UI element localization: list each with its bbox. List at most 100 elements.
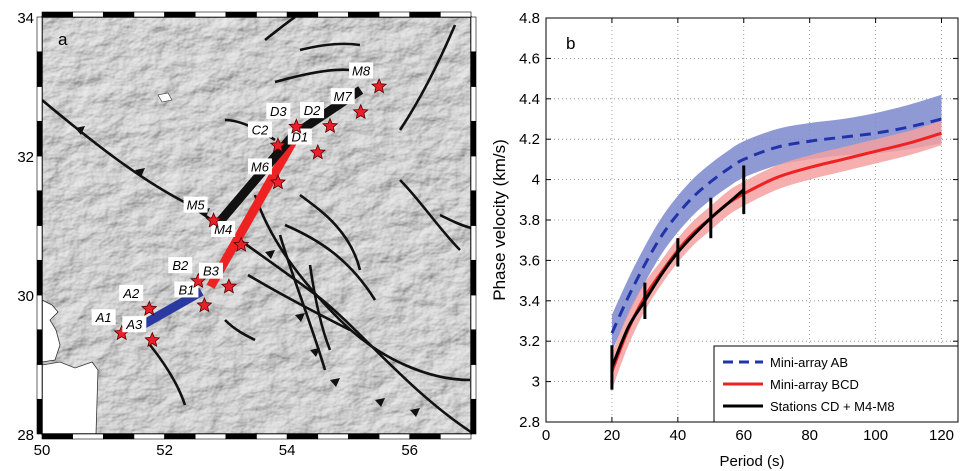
frame-segment-left [36, 86, 43, 122]
station-label-box [91, 309, 116, 326]
station-marker-m5 [205, 212, 222, 228]
y-tick-label-2.8: 2.8 [519, 414, 540, 431]
frame-segment-top [440, 11, 472, 18]
station-label-box [119, 284, 144, 301]
frame-segment-left [36, 225, 43, 261]
frame-segment-top [256, 11, 288, 18]
y-tick-label-3: 3 [532, 374, 540, 391]
station-label-c2: C2 [252, 123, 269, 138]
frame-segment-top [164, 11, 196, 18]
frame-segment-bottom [225, 433, 257, 440]
station-marker-a3 [144, 331, 161, 348]
station-label-box [174, 281, 199, 298]
station-marker-c2 [269, 137, 287, 153]
frame-segment-top [41, 11, 73, 18]
map-ytick-32: 32 [17, 149, 34, 166]
frame-segment-left [36, 398, 43, 435]
map-ytick-28: 28 [17, 427, 34, 444]
y-tick-label-3.8: 3.8 [519, 212, 540, 229]
fault-lines [42, 17, 471, 434]
legend-label-bcd: Mini-array BCD [770, 377, 859, 392]
frame-segment-bottom [133, 433, 165, 440]
coast-area [42, 299, 61, 363]
frame-segment-bottom [378, 433, 411, 440]
frame-segment-top [286, 11, 319, 18]
y-tick-label-4.8: 4.8 [519, 10, 540, 27]
station-marker-b2 [190, 272, 207, 289]
frame-segment-top [102, 11, 135, 18]
frame-segment-bottom [72, 433, 104, 440]
map-xtick-52: 52 [156, 442, 173, 459]
gulf-sea-area [42, 361, 99, 434]
frame-segment-top [194, 11, 227, 18]
station-marker-a2 [141, 300, 158, 316]
frame-segment-bottom [102, 433, 135, 440]
legend: Mini-array AB Mini-array BCD Stations CD… [713, 345, 959, 423]
frame-segment-bottom [164, 433, 196, 440]
frame-segment-right [470, 259, 477, 296]
map-xtick-56: 56 [401, 442, 418, 459]
x-tick-label-80: 80 [801, 427, 818, 444]
frame-segment-bottom [286, 433, 319, 440]
frame-segment-bottom [194, 433, 227, 440]
station-label-a3: A3 [125, 317, 143, 332]
station-marker-b3 [220, 278, 238, 294]
x-tick-label-0: 0 [542, 427, 550, 444]
station-marker-d2 [321, 117, 339, 134]
station-label-box [198, 262, 223, 279]
station-label-m5: M5 [187, 198, 206, 213]
frame-segment-right [470, 364, 477, 400]
station-label-b2: B2 [172, 258, 189, 273]
frame-segment-right [470, 190, 477, 226]
x-tick-label-20: 20 [604, 427, 621, 444]
station-label-m7: M7 [334, 89, 353, 104]
map-ytick-34: 34 [17, 10, 34, 27]
frame-segment-left [36, 329, 43, 365]
x-tick-label-40: 40 [669, 427, 686, 444]
x-tick-label-120: 120 [929, 427, 954, 444]
station-label-d1: D1 [291, 130, 308, 145]
y-axis-label: Phase velocity (km/s) [490, 139, 509, 301]
map-xtick-54: 54 [279, 442, 296, 459]
station-label-m8: M8 [352, 64, 371, 79]
frame-segment-left [36, 259, 43, 296]
zagros-thrust-fault [42, 99, 471, 434]
station-marker-m8 [370, 77, 388, 94]
frame-segment-bottom [440, 433, 472, 440]
station-label-box [300, 102, 325, 119]
frame-segment-bottom [348, 433, 380, 440]
profile-BCD-line [206, 132, 301, 289]
station-label-a2: A2 [122, 286, 140, 301]
y-tick-label-3.6: 3.6 [519, 252, 540, 269]
y-tick-label-3.2: 3.2 [519, 333, 540, 350]
station-marker-m7 [352, 103, 369, 120]
station-label-box [247, 121, 272, 138]
map-panel: A1 A2 A3 B1 B2 B3 M4 M5 M6 C2 D1 D3 D2 M7 M8 a 50 52 5… [17, 10, 477, 459]
frame-segment-top [317, 11, 349, 18]
lake-area [157, 92, 173, 103]
frame-segment-bottom [317, 433, 349, 440]
station-label-box [287, 128, 312, 145]
station-marker-m4 [233, 236, 250, 252]
frame-segment-left [36, 51, 43, 87]
station-label-b3: B3 [203, 264, 220, 279]
frame-segment-top [348, 11, 380, 18]
station-label-box [122, 316, 147, 333]
frame-segment-top [133, 11, 165, 18]
frame-segment-bottom [409, 433, 441, 440]
y-tick-label-4.4: 4.4 [519, 91, 540, 108]
station-label-m4: M4 [214, 222, 232, 237]
map-panel-label: a [58, 30, 68, 49]
frame-segment-left [36, 120, 43, 157]
frame-segment-left [36, 294, 43, 331]
frame-segment-left [36, 16, 43, 53]
frame-segment-right [470, 86, 477, 122]
x-tick-label-100: 100 [863, 427, 888, 444]
station-label-a1: A1 [95, 310, 112, 325]
frame-segment-top [409, 11, 441, 18]
station-marker-d1 [309, 143, 326, 160]
plot-panel-label: b [566, 34, 575, 53]
map-xtick-50: 50 [34, 442, 51, 459]
frame-segment-right [470, 329, 477, 365]
frame-segment-top [72, 11, 104, 18]
